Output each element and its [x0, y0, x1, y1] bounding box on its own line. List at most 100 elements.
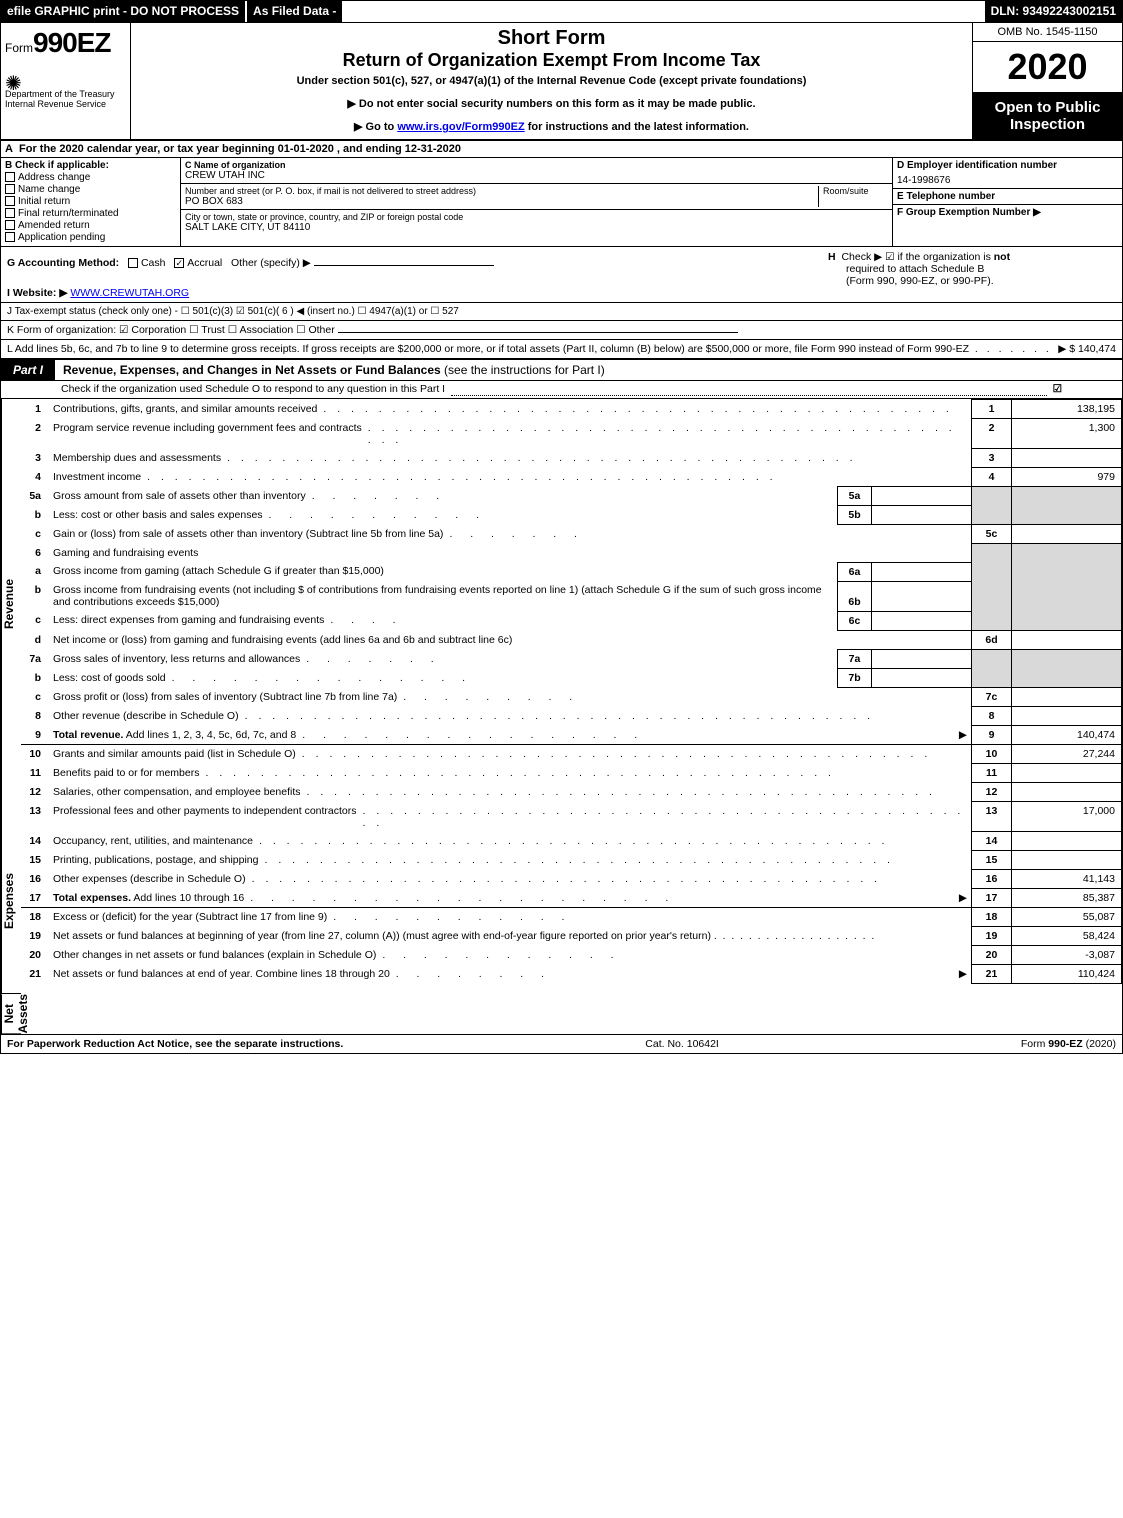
part1-schedule-o-chk[interactable]: ☑	[1053, 383, 1062, 396]
form-title-long: Return of Organization Exempt From Incom…	[139, 50, 964, 71]
line-6: 6 Gaming and fundraising events	[21, 544, 1122, 563]
side-revenue: Revenue	[1, 399, 21, 809]
section-h: H Check ▶ ☑ if the organization is not r…	[822, 247, 1122, 302]
line-6d: d Net income or (loss) from gaming and f…	[21, 631, 1122, 650]
line-12: 12 Salaries, other compensation, and emp…	[21, 783, 1122, 802]
dln-label: DLN: 93492243002151	[985, 1, 1122, 22]
addr-label: Number and street (or P. O. box, if mail…	[185, 186, 818, 196]
line-17: 17 Total expenses. Add lines 10 through …	[21, 889, 1122, 908]
chk-pending[interactable]: Application pending	[5, 232, 176, 243]
irs-eagle-icon: ✺	[5, 71, 22, 96]
section-l: L Add lines 5b, 6c, and 7b to line 9 to …	[1, 340, 1122, 359]
section-c: C Name of organization CREW UTAH INC Num…	[181, 158, 892, 246]
line-13: 13 Professional fees and other payments …	[21, 802, 1122, 832]
line-4: 4 Investment income. . . . . . . . . . .…	[21, 468, 1122, 487]
section-a-text: For the 2020 calendar year, or tax year …	[19, 143, 461, 155]
chk-address[interactable]: Address change	[5, 172, 176, 183]
side-expenses: Expenses	[1, 809, 21, 994]
chk-accrual[interactable]: ✓	[174, 258, 184, 268]
ein-value: 14-1998676	[897, 175, 1118, 186]
line-6c: c Less: direct expenses from gaming and …	[21, 611, 1122, 630]
tax-year: 2020	[973, 42, 1122, 93]
line-15: 15 Printing, publications, postage, and …	[21, 851, 1122, 870]
top-bar: efile GRAPHIC print - DO NOT PROCESS As …	[1, 1, 1122, 23]
sections-b-f: B Check if applicable: Address change Na…	[1, 158, 1122, 247]
open-inspection: Open to Public Inspection	[973, 93, 1122, 139]
omb-number: OMB No. 1545-1150	[973, 23, 1122, 42]
chk-name[interactable]: Name change	[5, 184, 176, 195]
header-center: Short Form Return of Organization Exempt…	[131, 23, 972, 139]
goto-line: ▶ Go to www.irs.gov/Form990EZ for instru…	[139, 120, 964, 133]
line-14: 14 Occupancy, rent, utilities, and maint…	[21, 832, 1122, 851]
chk-cash[interactable]	[128, 258, 138, 268]
chk-initial[interactable]: Initial return	[5, 196, 176, 207]
form-number: Form990EZ	[5, 27, 126, 59]
org-name: CREW UTAH INC	[185, 170, 888, 181]
line-7b: b Less: cost of goods sold. . . . . . . …	[21, 669, 1122, 688]
line-5b: b Less: cost or other basis and sales ex…	[21, 506, 1122, 525]
d-label: D Employer identification number	[897, 160, 1118, 171]
line-6b: b Gross income from fundraising events (…	[21, 581, 1122, 611]
goto-post: for instructions and the latest informat…	[525, 121, 749, 133]
chk-amended[interactable]: Amended return	[5, 220, 176, 231]
org-address: PO BOX 683	[185, 196, 818, 207]
g-other: Other (specify) ▶	[231, 257, 311, 269]
line-5c: c Gain or (loss) from sale of assets oth…	[21, 525, 1122, 544]
dept-line1: Department of the Treasury	[5, 89, 126, 99]
l-text: L Add lines 5b, 6c, and 7b to line 9 to …	[7, 343, 969, 355]
asfiled-label: As Filed Data -	[245, 1, 344, 22]
form-990ez-page: efile GRAPHIC print - DO NOT PROCESS As …	[0, 0, 1123, 1054]
section-b: B Check if applicable: Address change Na…	[1, 158, 181, 246]
form-header: Form990EZ ✺ Department of the Treasury I…	[1, 23, 1122, 141]
f-label: F Group Exemption Number ▶	[897, 207, 1118, 218]
line-11: 11 Benefits paid to or for members. . . …	[21, 764, 1122, 783]
line-19: 19 Net assets or fund balances at beginn…	[21, 927, 1122, 946]
l-receipts: ▶ $ 140,474	[1058, 343, 1116, 355]
section-b-label: Check if applicable:	[15, 160, 109, 171]
line-5a: 5a Gross amount from sale of assets othe…	[21, 487, 1122, 506]
k-text: K Form of organization: ☑ Corporation ☐ …	[7, 324, 335, 336]
line-20: 20 Other changes in net assets or fund b…	[21, 946, 1122, 965]
footer-right: Form 990-EZ (2020)	[1021, 1038, 1116, 1050]
line-3: 3 Membership dues and assessments. . . .…	[21, 449, 1122, 468]
room-label: Room/suite	[823, 186, 888, 196]
website-link[interactable]: WWW.CREWUTAH.ORG	[70, 287, 189, 299]
part1-sub: Check if the organization used Schedule …	[1, 381, 1122, 399]
line-8: 8 Other revenue (describe in Schedule O)…	[21, 707, 1122, 726]
irs-link[interactable]: www.irs.gov/Form990EZ	[397, 121, 524, 133]
efile-label: efile GRAPHIC print - DO NOT PROCESS	[1, 1, 245, 22]
i-label: I Website: ▶	[7, 287, 67, 299]
form-title-short: Short Form	[139, 27, 964, 50]
line-21: 21 Net assets or fund balances at end of…	[21, 965, 1122, 984]
line-7a: 7a Gross sales of inventory, less return…	[21, 650, 1122, 669]
g-label: G Accounting Method:	[7, 257, 119, 269]
line-10: 10 Grants and similar amounts paid (list…	[21, 745, 1122, 764]
c-label: C Name of organization	[185, 160, 286, 170]
e-label: E Telephone number	[897, 191, 1118, 202]
chk-final[interactable]: Final return/terminated	[5, 208, 176, 219]
line-6a: a Gross income from gaming (attach Sched…	[21, 562, 1122, 581]
dept-line2: Internal Revenue Service	[5, 99, 126, 109]
j-text: J Tax-exempt status (check only one) - ☐…	[7, 306, 459, 317]
sections-d-e-f: D Employer identification number 14-1998…	[892, 158, 1122, 246]
sections-g-h: G Accounting Method: Cash ✓Accrual Other…	[1, 247, 1122, 303]
form-prefix: Form	[5, 41, 33, 55]
city-label: City or town, state or province, country…	[185, 212, 888, 222]
part1-sub-text: Check if the organization used Schedule …	[61, 383, 445, 396]
line-16: 16 Other expenses (describe in Schedule …	[21, 870, 1122, 889]
header-right: OMB No. 1545-1150 2020 Open to Public In…	[972, 23, 1122, 139]
line-1: 1 Contributions, gifts, grants, and simi…	[21, 400, 1122, 419]
page-footer: For Paperwork Reduction Act Notice, see …	[1, 1034, 1122, 1053]
line-9: 9 Total revenue. Add lines 1, 2, 3, 4, 5…	[21, 726, 1122, 745]
side-netassets: Net Assets	[1, 994, 21, 1034]
part1-body: Revenue Expenses Net Assets 1 Contributi…	[1, 399, 1122, 1034]
line-2: 2 Program service revenue including gove…	[21, 419, 1122, 449]
footer-center: Cat. No. 10642I	[343, 1038, 1021, 1050]
section-j: J Tax-exempt status (check only one) - ☐…	[1, 303, 1122, 321]
org-city: SALT LAKE CITY, UT 84110	[185, 222, 888, 233]
asfiled-blank	[344, 1, 984, 22]
dept-treasury: Department of the Treasury Internal Reve…	[5, 89, 126, 109]
part1-title: Revenue, Expenses, and Changes in Net As…	[55, 360, 1122, 380]
goto-pre: ▶ Go to	[354, 121, 397, 133]
part1-tab: Part I	[1, 360, 55, 380]
